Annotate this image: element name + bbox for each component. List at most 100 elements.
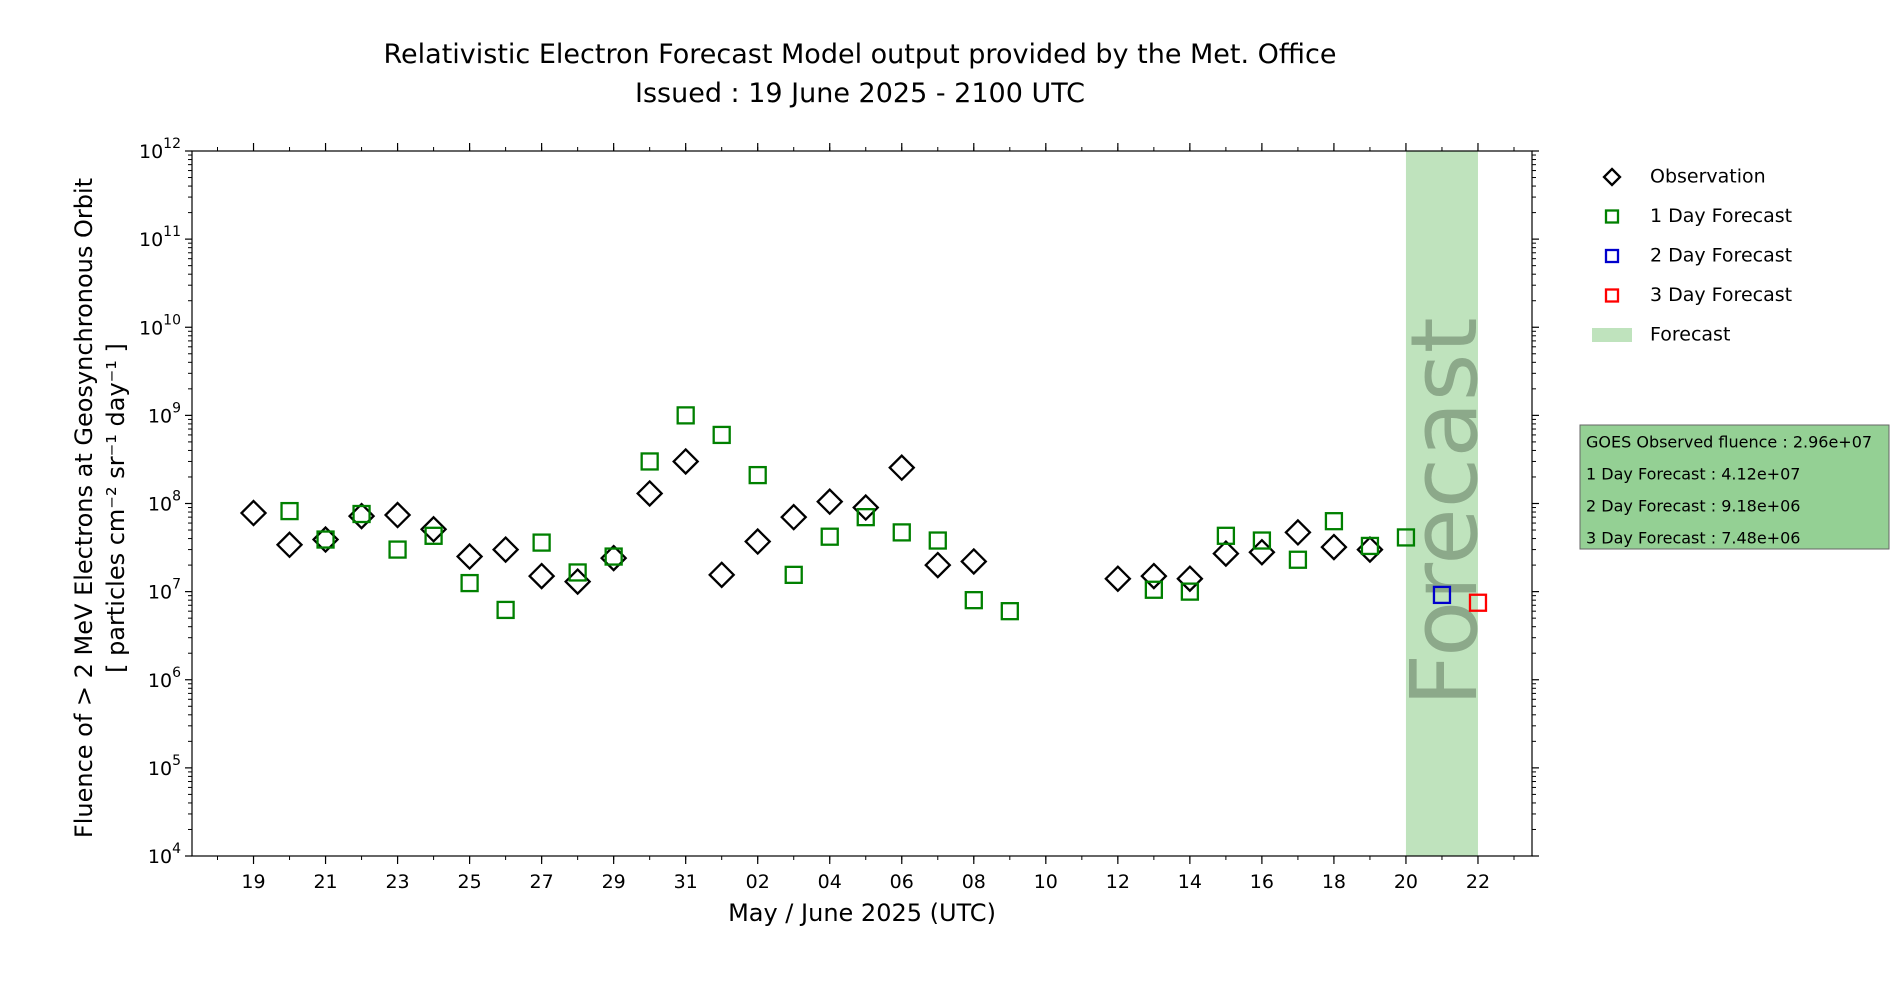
data-point: [708, 561, 736, 589]
series-2-day-forecast: [1432, 585, 1452, 605]
series-observation: [239, 447, 1384, 596]
forecast-band: Forecast: [1391, 151, 1498, 856]
y-tick-label: 1010: [139, 312, 181, 339]
data-marks: [239, 406, 1488, 621]
data-point: [419, 515, 448, 543]
data-point: [460, 573, 479, 593]
y-tick-exp: 6: [172, 665, 181, 681]
data-point: [852, 493, 880, 522]
y-tick-base: 10: [139, 229, 163, 251]
series-3-day-forecast: [1468, 593, 1488, 612]
y-tick-label: 104: [148, 841, 181, 868]
chart-title: Relativistic Electron Forecast Model out…: [384, 39, 1337, 70]
y-tick-exp: 11: [163, 224, 181, 240]
x-tick-label: 21: [313, 871, 337, 893]
data-point: [1360, 536, 1380, 556]
y-tick-label: 1011: [139, 224, 181, 251]
data-point: [1144, 580, 1164, 599]
legend-patch-forecast: [1592, 328, 1632, 342]
y-tick-base: 10: [148, 846, 172, 868]
data-point: [748, 465, 767, 485]
data-point: [1320, 533, 1348, 561]
x-tick-label: 19: [241, 871, 265, 893]
y-tick-base: 10: [148, 405, 172, 427]
y-axis-label-line2: [ particles cm⁻² sr⁻¹ day⁻¹ ]: [102, 343, 130, 673]
data-point: [528, 562, 556, 590]
data-point: [780, 503, 808, 531]
forecast-band-rect: [1405, 151, 1478, 856]
data-point: [316, 530, 335, 549]
data-point: [352, 504, 371, 524]
x-axis: 19 21 23 25 27 29 31 02 04 06 08 10 12 14 16 18 20 22: [217, 143, 1515, 893]
y-tick-base: 10: [139, 141, 163, 163]
data-point: [1432, 585, 1452, 605]
x-tick-label: 10: [1034, 871, 1058, 893]
y-axis-label: Fluence of > 2 MeV Electrons at Geosynch…: [70, 178, 130, 838]
data-point: [676, 406, 695, 425]
x-tick-label: 22: [1466, 871, 1490, 893]
info-line-3day: 3 Day Forecast : 7.48e+06: [1586, 529, 1800, 548]
y-tick-base: 10: [148, 494, 172, 516]
forecast-band-label: Forecast: [1391, 317, 1498, 706]
x-tick-label: 02: [746, 871, 770, 893]
x-tick-label: 31: [674, 871, 698, 893]
legend-marker: [1602, 167, 1622, 187]
legend-label: Forecast: [1650, 324, 1730, 346]
x-tick-label: 25: [458, 871, 482, 893]
data-point: [383, 501, 412, 529]
y-tick-exp: 7: [172, 577, 181, 593]
legend-marker: [1604, 209, 1620, 224]
data-point: [888, 454, 916, 482]
data-point: [1140, 562, 1168, 590]
data-point: [960, 547, 988, 576]
data-point: [1288, 550, 1308, 569]
y-tick-base: 10: [148, 670, 172, 692]
data-point: [1324, 512, 1344, 531]
info-line-1day: 1 Day Forecast : 4.12e+07: [1586, 465, 1800, 484]
data-point: [532, 533, 551, 552]
x-tick-label: 04: [818, 871, 842, 893]
legend-label: Observation: [1650, 166, 1766, 188]
series-1-day-forecast: [280, 406, 1416, 621]
x-tick-label: 18: [1322, 871, 1346, 893]
y-tick-exp: 4: [172, 841, 181, 857]
data-point: [239, 499, 268, 527]
y-tick-label: 105: [148, 753, 181, 780]
data-point: [924, 551, 952, 579]
y-tick-base: 10: [139, 317, 163, 339]
y-tick-label: 107: [148, 577, 181, 604]
data-point: [1468, 593, 1488, 612]
x-tick-label: 23: [385, 871, 409, 893]
y-tick-label: 108: [148, 489, 181, 516]
y-tick-base: 10: [148, 758, 172, 780]
y-tick-label: 109: [148, 400, 181, 427]
legend-label: 3 Day Forecast: [1650, 284, 1792, 306]
y-tick-exp: 10: [163, 312, 181, 328]
info-box: GOES Observed fluence : 2.96e+07 1 Day F…: [1579, 424, 1890, 550]
data-point: [1216, 526, 1236, 545]
info-box-rect: [1579, 424, 1890, 550]
data-point: [568, 563, 587, 582]
y-tick-label: 1012: [139, 136, 181, 163]
x-tick-label: 16: [1250, 871, 1274, 893]
data-point: [280, 501, 299, 521]
data-point: [636, 479, 664, 508]
legend-label: 1 Day Forecast: [1650, 205, 1792, 227]
info-line-2day: 2 Day Forecast : 9.18e+06: [1586, 497, 1800, 516]
x-tick-label: 29: [602, 871, 626, 893]
data-point: [1000, 602, 1019, 621]
data-point: [640, 452, 659, 471]
y-tick-label: 106: [148, 665, 181, 692]
legend-label: 2 Day Forecast: [1650, 245, 1792, 267]
data-point: [820, 527, 839, 546]
data-point: [1212, 539, 1240, 568]
x-tick-label: 12: [1106, 871, 1130, 893]
data-point: [964, 591, 983, 610]
legend-marker: [1604, 288, 1620, 303]
x-tick-label: 06: [890, 871, 914, 893]
data-point: [455, 542, 484, 571]
data-point: [604, 547, 623, 566]
data-point: [784, 565, 803, 585]
